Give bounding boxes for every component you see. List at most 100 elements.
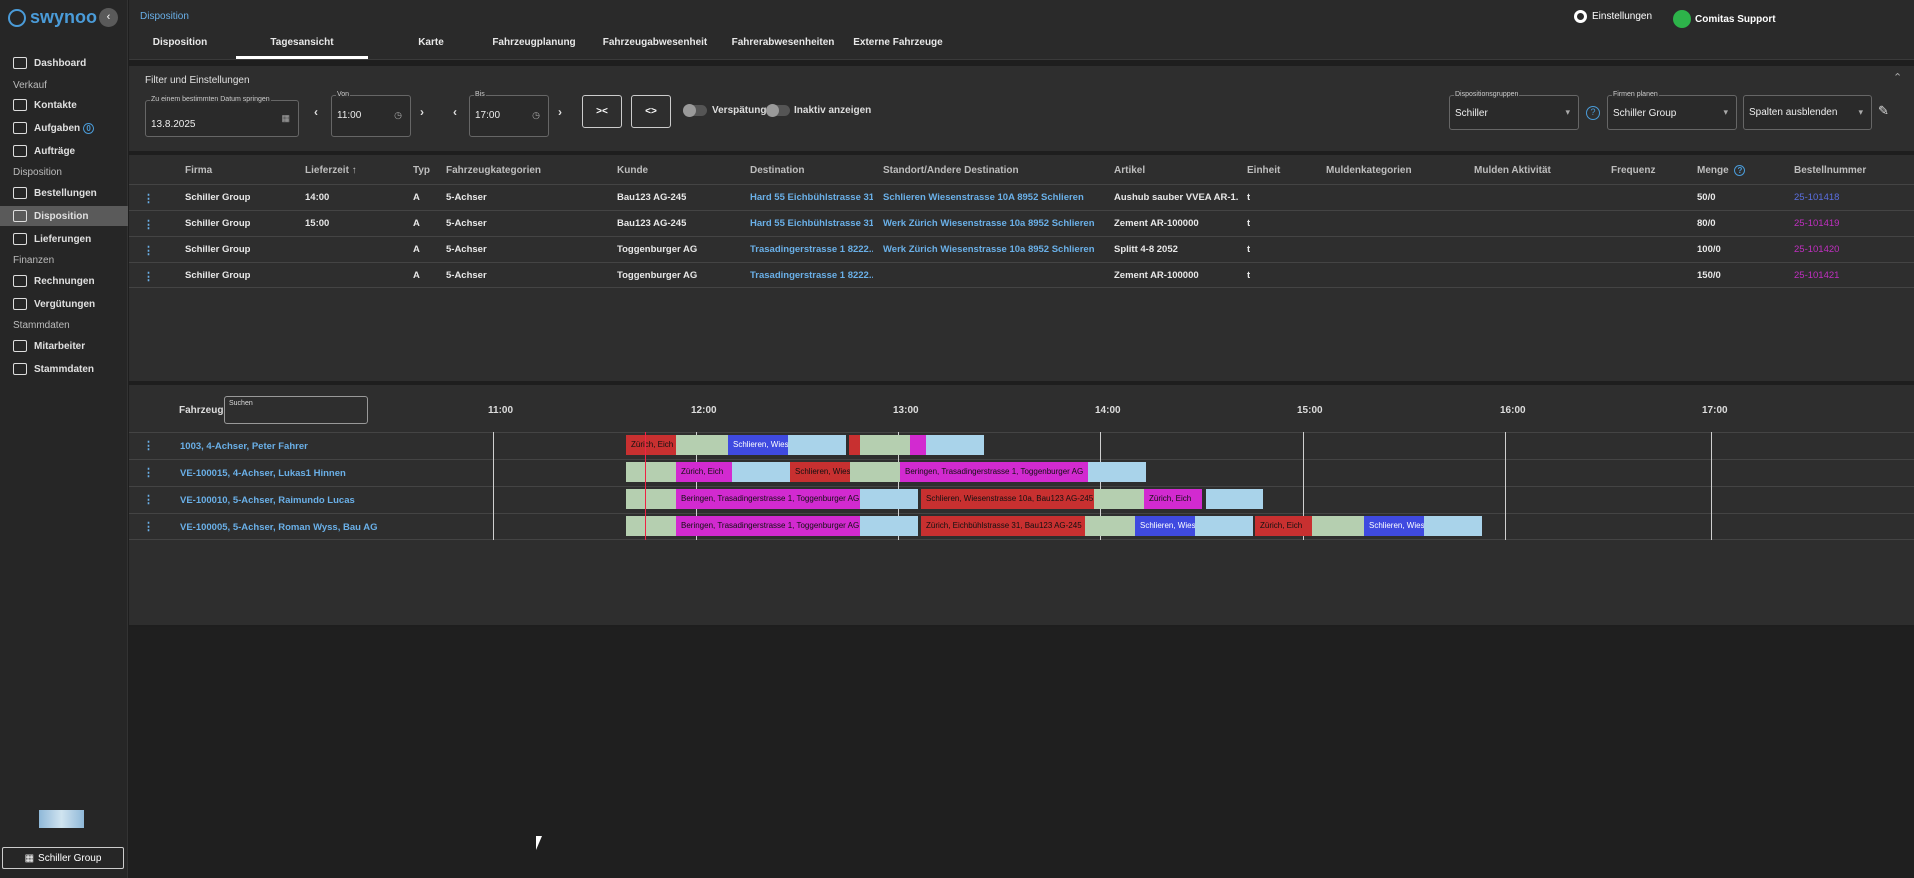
trip-bar[interactable]	[860, 489, 918, 509]
sidebar-item-rechnungen[interactable]: Rechnungen	[0, 271, 128, 291]
sidebar-item-verguetungen[interactable]: Vergütungen	[0, 294, 128, 314]
table-row[interactable]: ⋮ Schiller Group A 5-Achser Toggenburger…	[129, 236, 1914, 262]
col-fahrzeugkategorien[interactable]: Fahrzeugkategorien	[446, 165, 542, 176]
row-menu-icon[interactable]: ⋮	[143, 219, 154, 231]
trip-bar[interactable]	[1206, 489, 1263, 509]
col-menge[interactable]: Menge ?	[1697, 165, 1746, 176]
table-row[interactable]: ⋮ Schiller Group 15:00 A 5-Achser Bau123…	[129, 210, 1914, 236]
trip-bar[interactable]	[850, 462, 900, 482]
trip-bar[interactable]	[676, 435, 728, 455]
sidebar-item-mitarbeiter[interactable]: Mitarbeiter	[0, 336, 128, 356]
trip-bar[interactable]	[626, 516, 676, 536]
trip-bar[interactable]	[1088, 462, 1146, 482]
row-menu-icon[interactable]: ⋮	[143, 467, 154, 479]
delay-toggle[interactable]	[683, 104, 707, 117]
col-artikel[interactable]: Artikel	[1114, 165, 1146, 176]
trip-bar[interactable]	[910, 435, 926, 455]
hide-columns-select[interactable]: Spalten ausblenden ▾	[1743, 95, 1872, 130]
to-time-field[interactable]: Bis 17:00 ◷	[469, 91, 549, 137]
trip-bar[interactable]	[1085, 516, 1135, 536]
date-jump-field[interactable]: Zu einem bestimmten Datum springen 13.8.…	[145, 96, 299, 137]
sidebar-item-auftraege[interactable]: Aufträge	[0, 141, 128, 161]
col-frequenz[interactable]: Frequenz	[1611, 165, 1656, 176]
col-destination[interactable]: Destination	[750, 165, 805, 176]
trip-bar[interactable]: Zürich, Eich	[1144, 489, 1202, 509]
zoom-in-button[interactable]: ><	[582, 95, 622, 128]
trip-bar[interactable]: Beringen, Trasadingerstrasse 1, Toggenbu…	[900, 462, 1088, 482]
trip-bar[interactable]	[626, 462, 676, 482]
help-icon[interactable]: ?	[1734, 165, 1746, 176]
next-from-button[interactable]: ›	[420, 105, 424, 119]
swynoo-logo[interactable]: swynoo	[8, 7, 97, 28]
from-time-field[interactable]: Von 11:00 ◷	[331, 91, 411, 137]
collapse-sidebar-button[interactable]: ‹	[99, 8, 118, 27]
tab-disposition[interactable]: Disposition	[152, 37, 208, 48]
trip-bar[interactable]: Schlieren, Wiesenstrasse 10a, Bau123 AG-…	[921, 489, 1094, 509]
trip-bar[interactable]: Schlieren, Wies	[1135, 516, 1195, 536]
col-standort[interactable]: Standort/Andere Destination	[883, 165, 1019, 176]
help-icon[interactable]: ?	[1586, 106, 1600, 120]
trip-bar[interactable]: Zürich, Eich	[676, 462, 732, 482]
sidebar-item-lieferungen[interactable]: Lieferungen	[0, 229, 128, 249]
trip-bar[interactable]	[626, 489, 676, 509]
calendar-icon[interactable]: ▦	[281, 113, 290, 123]
sidebar-item-aufgaben[interactable]: Aufgaben 0	[0, 118, 128, 138]
tab-fahrerabwesenheiten[interactable]: Fahrerabwesenheiten	[731, 37, 835, 48]
prev-to-button[interactable]: ‹	[453, 105, 457, 119]
trip-bar[interactable]: Schlieren, Wies	[1364, 516, 1424, 536]
col-einheit[interactable]: Einheit	[1247, 165, 1281, 176]
trip-bar[interactable]: Zürich, Eich	[626, 435, 676, 455]
inactive-toggle[interactable]	[766, 104, 790, 117]
trip-bar[interactable]	[788, 435, 846, 455]
row-menu-icon[interactable]: ⋮	[143, 521, 154, 533]
chevron-up-icon[interactable]: ⌃	[1893, 72, 1903, 84]
trip-bar[interactable]: Beringen, Trasadingerstrasse 1, Toggenbu…	[676, 489, 860, 509]
trip-bar[interactable]: Schlieren, Wies	[790, 462, 850, 482]
trip-bar[interactable]	[1094, 489, 1144, 509]
breadcrumb[interactable]: Disposition	[140, 11, 189, 22]
trip-bar[interactable]: Zürich, Eich	[1255, 516, 1312, 536]
trip-bar[interactable]	[860, 516, 918, 536]
trip-bar[interactable]	[1195, 516, 1253, 536]
col-muldenkategorien[interactable]: Muldenkategorien	[1326, 165, 1412, 176]
companies-select[interactable]: Firmen planen Schiller Group ▾	[1607, 91, 1737, 130]
vehicle-search-input[interactable]: Suchen	[224, 396, 368, 424]
sidebar-item-disposition[interactable]: Disposition	[0, 206, 128, 226]
col-bestellnummer[interactable]: Bestellnummer	[1794, 165, 1867, 176]
row-menu-icon[interactable]: ⋮	[143, 271, 154, 283]
prev-from-button[interactable]: ‹	[314, 105, 318, 119]
edit-icon[interactable]: ✎	[1878, 103, 1889, 118]
sidebar-item-bestellungen[interactable]: Bestellungen	[0, 183, 128, 203]
trip-bar[interactable]	[860, 435, 910, 455]
trip-bar[interactable]	[849, 435, 860, 455]
company-switch-button[interactable]: ▦ Schiller Group	[2, 847, 124, 869]
col-lieferzeit[interactable]: Lieferzeit ↑	[305, 165, 357, 176]
zoom-out-button[interactable]: <>	[631, 95, 671, 128]
tab-fahrzeugplanung[interactable]: Fahrzeugplanung	[492, 37, 576, 48]
col-typ[interactable]: Typ	[413, 165, 431, 176]
trip-bar[interactable]	[926, 435, 984, 455]
trip-bar[interactable]: Zürich, Eichbühlstrasse 31, Bau123 AG-24…	[921, 516, 1085, 536]
row-menu-icon[interactable]: ⋮	[143, 245, 154, 257]
settings-button[interactable]: Einstellungen	[1574, 10, 1652, 23]
sidebar-item-kontakte[interactable]: Kontakte	[0, 95, 128, 115]
trip-bar[interactable]: Beringen, Trasadingerstrasse 1, Toggenbu…	[676, 516, 860, 536]
tab-fahrzeugabwesenheit[interactable]: Fahrzeugabwesenheit	[602, 37, 708, 48]
sidebar-item-stammdaten[interactable]: Stammdaten	[0, 359, 128, 379]
col-firma[interactable]: Firma	[185, 165, 213, 176]
table-row[interactable]: ⋮ Schiller Group A 5-Achser Toggenburger…	[129, 262, 1914, 288]
trip-bar[interactable]	[1312, 516, 1364, 536]
tab-karte[interactable]: Karte	[418, 37, 444, 48]
col-kunde[interactable]: Kunde	[617, 165, 649, 176]
tab-externe-fahrzeuge[interactable]: Externe Fahrzeuge	[853, 37, 943, 48]
row-menu-icon[interactable]: ⋮	[143, 440, 154, 452]
trip-bar[interactable]: Schlieren, Wies	[728, 435, 788, 455]
trip-bar[interactable]	[1424, 516, 1482, 536]
row-menu-icon[interactable]: ⋮	[143, 193, 154, 205]
trip-bar[interactable]	[732, 462, 790, 482]
user-menu[interactable]: Comitas Support	[1673, 10, 1776, 28]
next-to-button[interactable]: ›	[558, 105, 562, 119]
table-row[interactable]: ⋮ Schiller Group 14:00 A 5-Achser Bau123…	[129, 184, 1914, 210]
row-menu-icon[interactable]: ⋮	[143, 494, 154, 506]
col-mulden-aktivitaet[interactable]: Mulden Aktivität	[1474, 165, 1551, 176]
